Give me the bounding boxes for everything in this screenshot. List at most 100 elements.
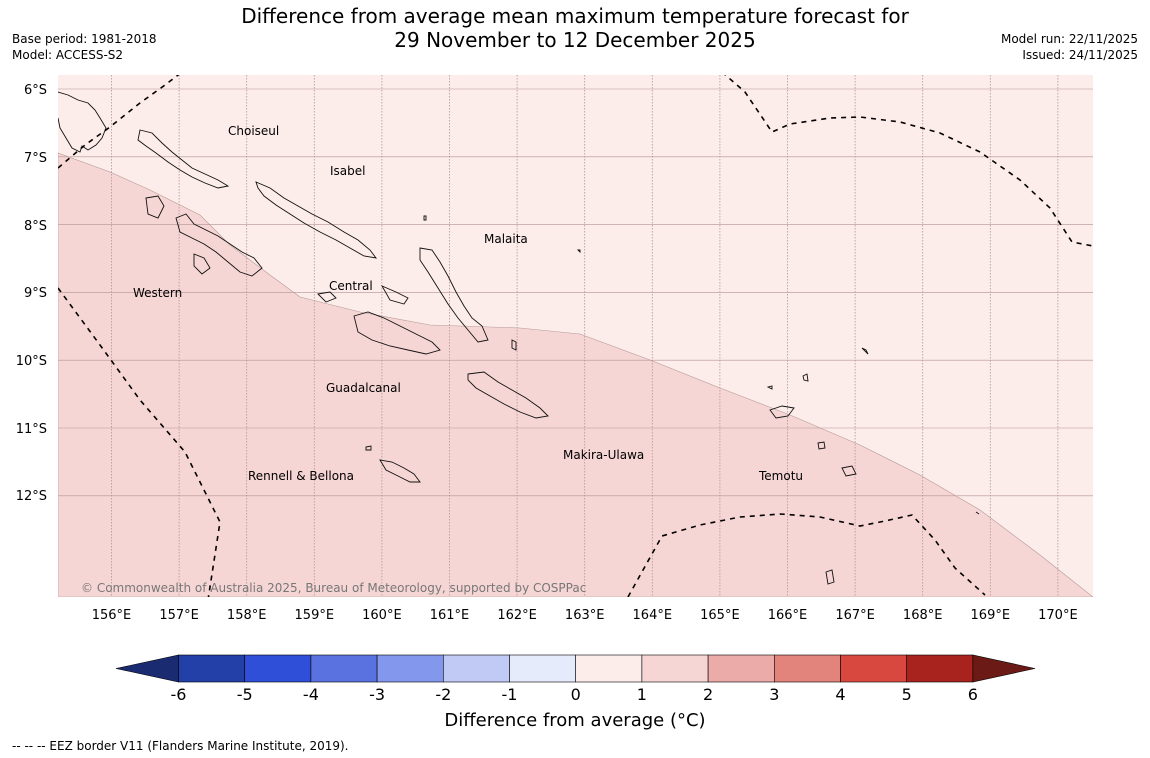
place-label-makira-ulawa: Makira-Ulawa xyxy=(563,448,644,462)
model-text: Model: ACCESS-S2 xyxy=(12,48,124,62)
lon-label: 159°E xyxy=(295,608,335,623)
colorbar-tick-label: 1 xyxy=(637,685,647,704)
latitude-labels: 6°S 7°S 8°S 9°S 10°S 11°S 12°S xyxy=(16,83,47,504)
eez-line-west xyxy=(58,287,221,597)
island-santa-cruz xyxy=(769,405,795,419)
longitude-labels: 156°E 157°E 158°E 159°E 160°E 161°E 162°E 163°E… xyxy=(92,608,1078,623)
colorbar-cell xyxy=(442,654,510,683)
island-rendova xyxy=(193,253,211,275)
lon-label: 165°E xyxy=(700,608,740,623)
colorbar-ticks: -6 -5 -4 -3 -2 -1 0 1 2 3 4 5 6 xyxy=(171,685,978,704)
colorbar-cell xyxy=(707,654,775,683)
colorbar-cell xyxy=(376,654,444,683)
copyright-text: © Commonwealth of Australia 2025, Bureau… xyxy=(81,581,586,595)
lat-label: 8°S xyxy=(24,219,47,234)
lon-label: 157°E xyxy=(159,608,199,623)
colorbar-tick-label: 6 xyxy=(968,685,978,704)
lon-label: 160°E xyxy=(362,608,402,623)
anomaly-zone-1-2 xyxy=(58,152,1093,597)
eez-footnote: -- -- -- EEZ border V11 (Flanders Marine… xyxy=(12,739,349,753)
coastlines xyxy=(58,91,980,585)
meta-left: Base period: 1981-2018 Model: ACCESS-S2 xyxy=(12,31,157,63)
island-anuta-tikopia xyxy=(825,569,835,585)
island-isabel xyxy=(255,181,378,259)
island-choiseul xyxy=(137,129,230,189)
lon-label: 162°E xyxy=(497,608,537,623)
island-vella-lavella xyxy=(145,195,165,219)
lon-label: 156°E xyxy=(92,608,132,623)
colorbar-cell xyxy=(641,654,709,683)
lon-label: 169°E xyxy=(971,608,1011,623)
colorbar-tick-label: 3 xyxy=(769,685,779,704)
lon-label: 168°E xyxy=(903,608,943,623)
map-title: Difference from average mean maximum tem… xyxy=(0,4,1150,52)
place-label-temotu: Temotu xyxy=(758,469,803,483)
map-area: Choiseul Isabel Malaita Western Central … xyxy=(58,75,1093,597)
place-label-malaita: Malaita xyxy=(484,232,528,246)
eez-line-south xyxy=(627,513,986,597)
island-small-2 xyxy=(975,511,980,515)
lat-label: 10°S xyxy=(16,354,47,369)
colorbar-cell xyxy=(178,654,245,683)
island-small-1 xyxy=(423,215,427,221)
colorbar-tick-label: 5 xyxy=(902,685,912,704)
place-label-guadalcanal: Guadalcanal xyxy=(326,381,401,395)
lat-label: 7°S xyxy=(24,151,47,166)
island-utupua xyxy=(817,441,826,450)
colorbar-cells xyxy=(115,654,1036,683)
meta-right: Model run: 22/11/2025 Issued: 24/11/2025 xyxy=(1001,31,1138,63)
island-rennell xyxy=(379,459,421,483)
colorbar-label: Difference from average (°C) xyxy=(444,710,706,731)
colorbar-tick-label: -5 xyxy=(237,685,253,704)
colorbar-tick-label: 2 xyxy=(703,685,713,704)
island-reef-islands xyxy=(766,385,773,390)
island-guadalcanal xyxy=(353,311,441,355)
lat-label: 9°S xyxy=(24,286,47,301)
title-line-1: Difference from average mean maximum tem… xyxy=(241,4,909,28)
lon-label: 166°E xyxy=(768,608,808,623)
lat-label: 11°S xyxy=(16,422,47,437)
lon-label: 170°E xyxy=(1038,608,1078,623)
place-labels: Choiseul Isabel Malaita Western Central … xyxy=(133,124,803,483)
lat-label: 6°S xyxy=(24,83,47,98)
colorbar-under-arrow xyxy=(115,654,179,683)
colorbar-cell xyxy=(840,654,907,683)
colorbar-cell xyxy=(575,654,643,683)
colorbar-tick-label: -3 xyxy=(369,685,385,704)
island-malaita xyxy=(419,247,489,343)
place-label-western: Western xyxy=(133,286,182,300)
place-label-rennell-bellona: Rennell & Bellona xyxy=(248,469,354,483)
island-vanikoro xyxy=(841,465,857,477)
island-makira xyxy=(467,371,549,419)
colorbar-cell xyxy=(773,654,841,683)
island-florida xyxy=(317,291,337,303)
island-bellona xyxy=(365,445,372,451)
colorbar-tick-label: -6 xyxy=(171,685,187,704)
eez-line-north-east xyxy=(724,75,1093,247)
island-ontong-java xyxy=(576,249,581,254)
colorbar-cell xyxy=(244,654,312,683)
island-sikaiana xyxy=(861,347,869,355)
colorbar-tick-label: -4 xyxy=(303,685,319,704)
island-russell xyxy=(380,285,409,305)
map: Choiseul Isabel Malaita Western Central … xyxy=(16,75,1093,623)
colorbar-over-arrow xyxy=(972,654,1036,683)
colorbar-tick-label: -1 xyxy=(502,685,518,704)
place-label-choiseul: Choiseul xyxy=(228,124,279,138)
graticule xyxy=(58,75,1093,597)
colorbar-tick-label: 0 xyxy=(571,685,581,704)
lon-label: 167°E xyxy=(835,608,875,623)
colorbar-cell xyxy=(509,654,576,683)
island-bougainville xyxy=(58,91,107,153)
colorbar: -6 -5 -4 -3 -2 -1 0 1 2 3 4 5 6 xyxy=(115,654,1036,704)
base-period-text: Base period: 1981-2018 xyxy=(12,32,157,46)
lon-label: 161°E xyxy=(430,608,470,623)
lon-label: 164°E xyxy=(633,608,673,623)
island-ulawa xyxy=(511,339,517,351)
place-label-isabel: Isabel xyxy=(330,164,365,178)
lon-label: 163°E xyxy=(565,608,605,623)
lon-label: 158°E xyxy=(227,608,267,623)
colorbar-cell xyxy=(906,654,974,683)
colorbar-tick-label: -2 xyxy=(435,685,451,704)
place-label-central: Central xyxy=(329,279,373,293)
